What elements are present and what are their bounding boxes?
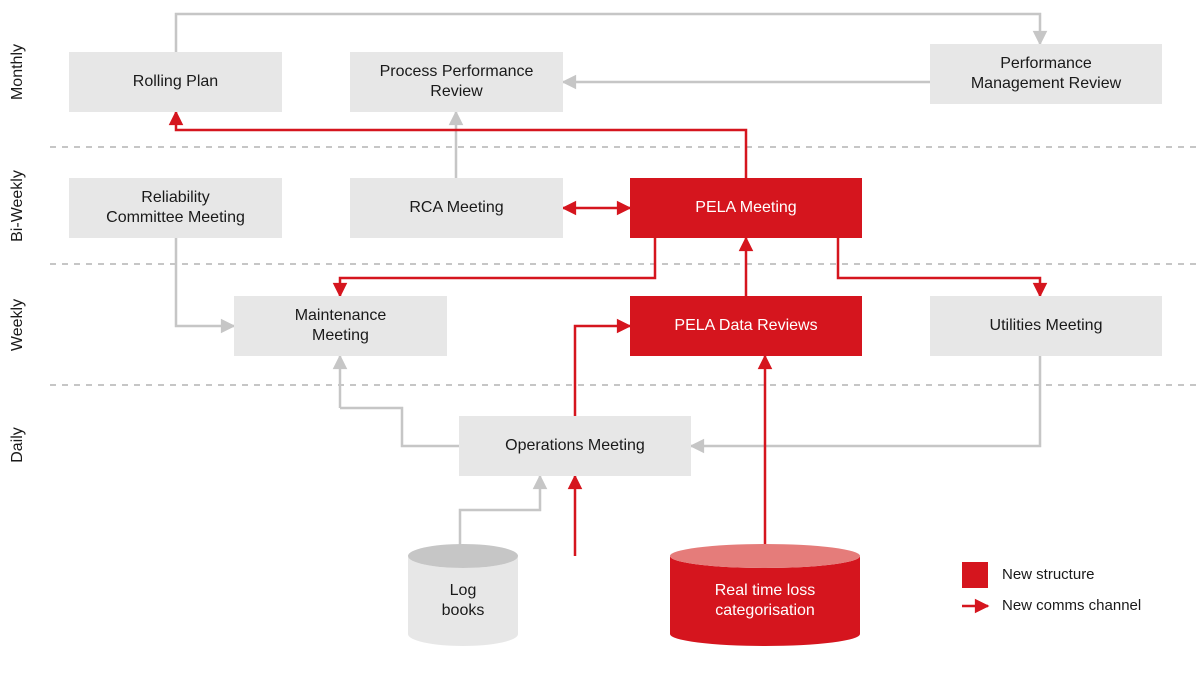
edge-pela_to_maint (340, 238, 655, 296)
edge-pela_to_utilities (838, 238, 1040, 296)
node-reliability-label: Reliability (141, 189, 209, 206)
edge-reliability_to_maint (176, 238, 234, 326)
node-rolling_plan-label: Rolling Plan (133, 73, 218, 90)
node-perf_mgmt-label: Performance (1000, 55, 1092, 72)
node-rca_meeting-label: RCA Meeting (409, 199, 503, 216)
node-process_perf-label: Review (430, 83, 483, 100)
edge-rolling_to_perf (176, 14, 1040, 52)
node-log_books (408, 556, 518, 646)
node-process_perf (350, 52, 563, 112)
node-maint_meeting-label: Maintenance (295, 307, 387, 324)
legend-swatch-box (962, 562, 988, 588)
node-pela_meeting-label: PELA Meeting (695, 199, 796, 216)
edge-utilities_to_ops (691, 356, 1040, 446)
edge-ops_to_peladata (575, 326, 630, 416)
row-label-biweekly: Bi-Weekly (9, 170, 26, 242)
node-reliability (69, 178, 282, 238)
node-maint_meeting (234, 296, 447, 356)
node-perf_mgmt-label: Management Review (971, 75, 1122, 92)
node-real_time-label: categorisation (715, 602, 815, 619)
node-real_time-top (670, 544, 860, 568)
legend-label-comms: New comms channel (1002, 597, 1141, 614)
row-label-daily: Daily (9, 427, 26, 463)
edge-pela_to_rolling (176, 112, 746, 178)
node-reliability-label: Committee Meeting (106, 209, 245, 226)
node-process_perf-label: Process Performance (380, 63, 534, 80)
node-pela_data-label: PELA Data Reviews (674, 317, 817, 334)
node-log_books-label: books (442, 602, 485, 619)
node-log_books-label: Log (450, 582, 477, 599)
row-label-monthly: Monthly (9, 44, 26, 100)
row-label-weekly: Weekly (9, 299, 26, 351)
node-real_time-label: Real time loss (715, 582, 815, 599)
edge-log_to_ops (460, 476, 540, 556)
node-utilities-label: Utilities Meeting (990, 317, 1103, 334)
node-maint_meeting-label: Meeting (312, 327, 369, 344)
legend-label-structure: New structure (1002, 566, 1095, 583)
node-perf_mgmt (930, 44, 1162, 104)
node-operations-label: Operations Meeting (505, 437, 645, 454)
node-log_books-top (408, 544, 518, 568)
node-real_time (670, 556, 860, 646)
diagram-canvas: Monthly Bi-Weekly Weekly Daily Rolling Plan P… (0, 0, 1200, 681)
edge-ops_to_maint_b (340, 408, 459, 446)
